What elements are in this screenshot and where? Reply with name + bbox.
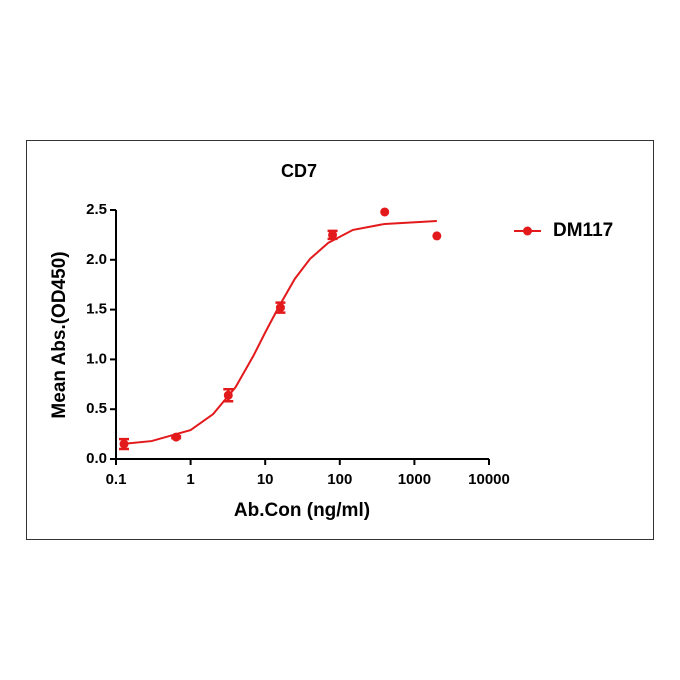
x-axis-title: Ab.Con (ng/ml)	[234, 500, 370, 521]
y-tick-label: 1.0	[86, 350, 107, 367]
fit-curve	[121, 219, 437, 446]
data-point	[223, 390, 233, 400]
data-point	[380, 207, 390, 217]
chart-title: CD7	[281, 161, 317, 181]
y-tick-label: 0.5	[86, 400, 107, 417]
x-tick-label: 1	[186, 471, 194, 488]
frame	[26, 140, 654, 540]
x-tick-label: 10	[257, 471, 274, 488]
y-tick-label: 2.0	[86, 251, 107, 268]
x-tick-label: 100	[327, 471, 352, 488]
legend-marker	[523, 226, 532, 236]
data-point	[328, 230, 338, 240]
data-point	[119, 439, 129, 449]
legend-label: DM117	[553, 220, 613, 241]
y-tick-label: 1.5	[86, 301, 107, 318]
x-tick-label: 0.1	[106, 471, 127, 488]
y-tick-label: 0.0	[86, 450, 107, 467]
data-point	[275, 303, 285, 313]
data-point	[432, 231, 442, 241]
x-tick-label: 10000	[468, 471, 510, 488]
x-tick-label: 1000	[398, 471, 431, 488]
data-point	[171, 432, 181, 442]
y-tick-label: 2.5	[86, 201, 107, 218]
y-axis-title: Mean Abs.(OD450)	[49, 251, 70, 418]
